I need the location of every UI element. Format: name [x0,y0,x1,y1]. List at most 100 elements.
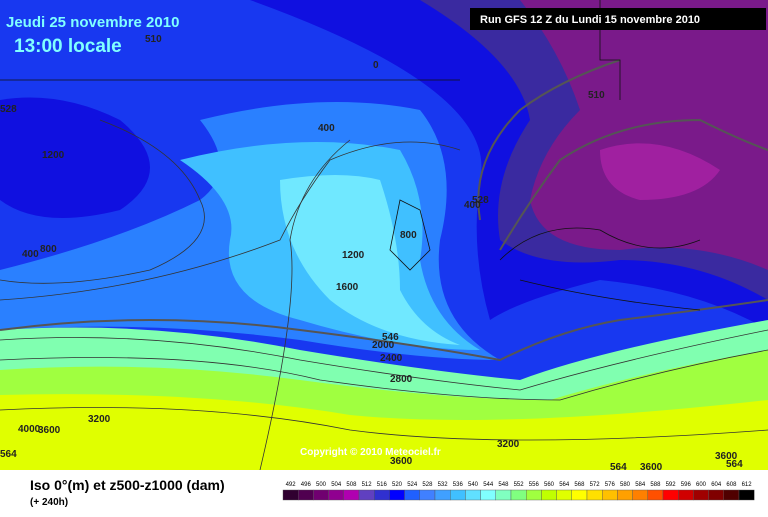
contour-label: 4000 [18,424,41,435]
legend-label: 576 [605,482,616,488]
legend-label: 612 [742,482,753,488]
legend-swatch [510,489,527,501]
legend-label: 520 [392,482,403,488]
contour-label: 2000 [372,340,395,351]
legend-label: 500 [316,482,327,488]
field [520,0,768,270]
legend-swatch [617,489,633,501]
contour-label: 2800 [390,374,413,385]
contour-label: 1600 [336,282,359,293]
legend-label: 560 [544,482,555,488]
contour-label: 1200 [342,250,365,261]
legend-label: 532 [438,482,449,488]
legend-swatch [434,489,451,501]
contour-label: 0 [373,60,379,71]
contour-label: 1200 [42,150,65,161]
footer-title: Iso 0°(m) et z500-z1000 (dam) [30,477,225,493]
contour-label: 800 [400,230,417,241]
thick-contours [0,59,768,362]
legend-label: 552 [514,482,525,488]
legend-swatch [419,489,436,501]
legend-swatch [389,489,405,501]
legend-label: 536 [453,482,464,488]
legend-swatch [647,489,664,501]
legend-label: 588 [650,482,661,488]
legend-swatch [358,489,375,501]
legend-label: 564 [559,482,570,488]
legend-swatch [708,489,724,501]
field [600,143,720,200]
contour-label: 564 [610,462,627,473]
contour-label: 510 [145,34,162,45]
legend-label: 524 [407,482,418,488]
contour-label: 3600 [640,462,663,473]
legend-swatch [450,489,466,501]
legend-label: 600 [696,482,707,488]
legend-label: 548 [498,482,509,488]
coastlines [0,0,701,311]
legend-swatch [465,489,481,501]
legend-swatch [541,489,557,501]
legend-swatch [662,489,679,501]
contour-label: 400 [22,249,39,260]
time: 13:00 locale [14,36,122,57]
legend-label: 580 [620,482,631,488]
legend-label: 504 [331,482,342,488]
legend-swatch [738,489,755,501]
contour-label: 3600 [715,451,738,462]
contour-label: 3200 [88,414,111,425]
legend-swatch [723,489,740,501]
legend-label: 508 [346,482,357,488]
legend-label: 516 [377,482,388,488]
date: Jeudi 25 novembre 2010 [6,14,179,31]
legend-label: 540 [468,482,479,488]
contour-label: 546 [382,332,399,343]
contour-label: 400 [464,200,481,211]
legend-label: 512 [362,482,373,488]
legend-swatch [571,489,588,501]
contour-label: 564 [726,459,743,470]
legend-swatch [556,489,572,501]
legend: 492 496 500 504 508 512 516 520 524 528 532 536 540 5… [282,482,755,501]
contour-label: 3200 [497,439,520,450]
contour-label: 510 [588,90,605,101]
legend-label: 604 [711,482,722,488]
contours [0,119,768,471]
legend-swatch [480,489,497,501]
contour-label: 3600 [38,425,61,436]
legend-swatch [693,489,709,501]
contour-label: 528 [0,104,17,115]
legend-swatch [374,489,390,501]
legend-swatch [328,489,345,501]
legend-label: 568 [574,482,585,488]
field [280,175,460,345]
contour-label: 528 [472,195,489,206]
legend-swatch [313,489,329,501]
legend-label: 608 [726,482,737,488]
contour-label: 400 [318,123,335,134]
contour-label: 800 [40,244,57,255]
legend-label: 492 [286,482,297,488]
run-box [470,8,766,30]
run-text: Run GFS 12 Z du Lundi 15 novembre 2010 [480,14,700,26]
legend-label: 556 [529,482,540,488]
contour-label: 2400 [380,353,403,364]
legend-swatch [343,489,360,501]
legend-swatch [632,489,648,501]
copyright: Copyright © 2010 Meteociel.fr [300,447,441,458]
legend-swatch [678,489,694,501]
legend-label: 572 [590,482,601,488]
legend-swatch [586,489,603,501]
legend-label: 584 [635,482,646,488]
field [0,394,768,470]
legend-label: 592 [666,482,677,488]
legend-swatch [404,489,421,501]
contour-label: 3600 [390,456,413,467]
field [0,97,150,218]
legend-swatch [298,489,314,501]
footer-lead: (+ 240h) [30,497,68,508]
legend-label: 544 [483,482,494,488]
legend-swatch [526,489,542,501]
